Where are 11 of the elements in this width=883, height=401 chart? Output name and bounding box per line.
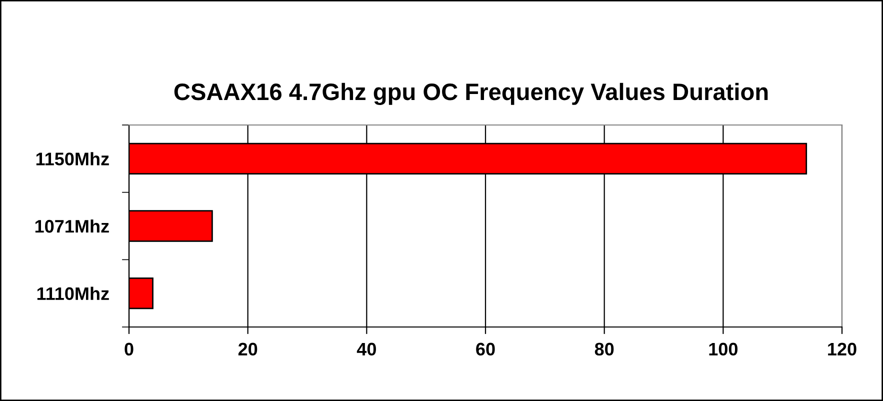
x-tick-label: 60 <box>476 342 495 356</box>
x-tick-label: 40 <box>356 342 376 356</box>
x-tick-label: 0 <box>124 342 134 356</box>
chart-title: CSAAX16 4.7Ghz gpu OC Frequency Values Duration <box>174 82 768 106</box>
x-tick-label: 100 <box>709 342 738 356</box>
y-tick-label: 1071Mhz <box>35 219 109 233</box>
x-tick-label: 120 <box>828 342 856 356</box>
x-tick-label: 80 <box>594 342 614 356</box>
x-tick-label: 20 <box>238 342 258 356</box>
y-tick-label: 1150Mhz <box>36 152 109 166</box>
y-tick-label: 1110Mhz <box>37 286 109 300</box>
